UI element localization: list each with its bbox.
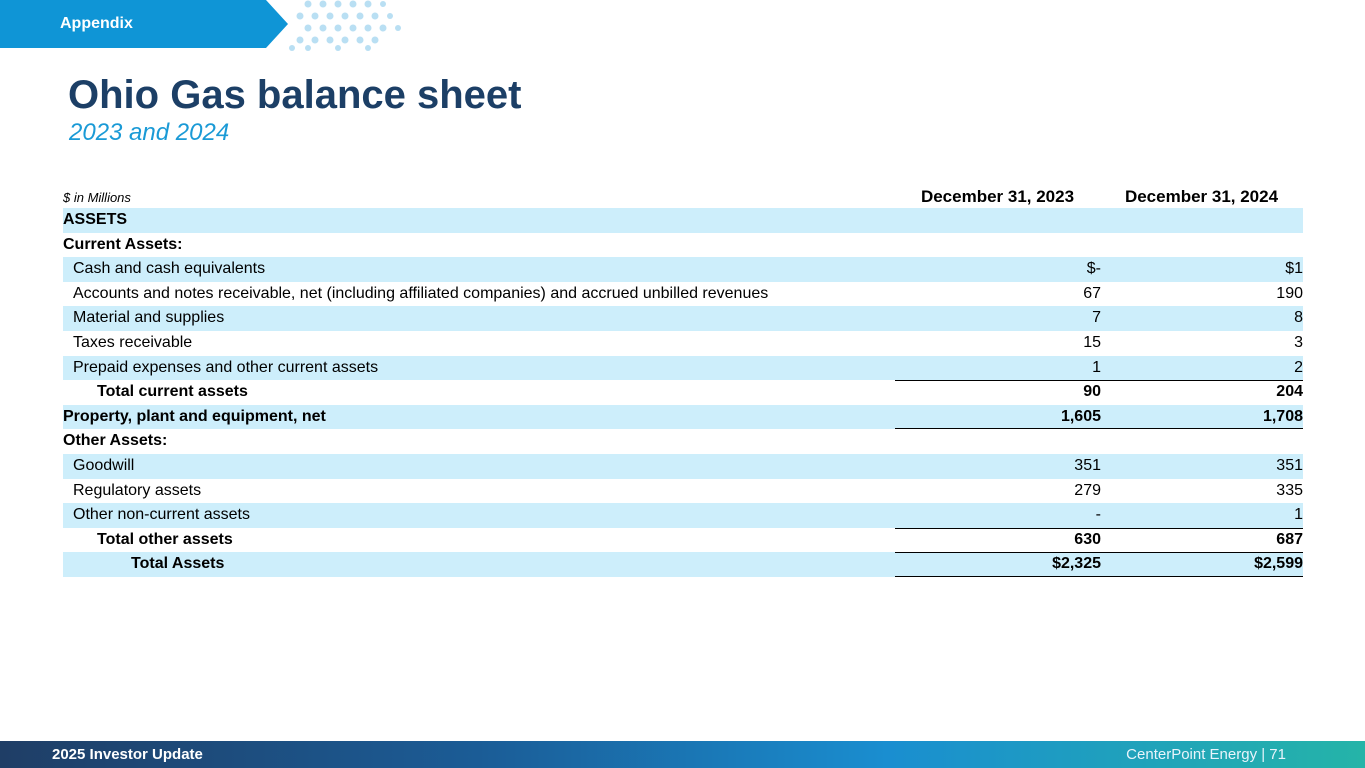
value-2024: 351 (1276, 456, 1303, 474)
section-tag: Appendix (0, 0, 288, 48)
table-row-subtotal: Total other assets 630 687 (63, 527, 1303, 553)
balance-sheet-table: $ in Millions December 31, 2023 December… (63, 184, 1303, 577)
table-row: Other non-current assets - 1 (63, 503, 1303, 528)
column-header-2024: December 31, 2024 (1124, 187, 1279, 206)
table-row-total: Total Assets $2,325 $2,599 (63, 552, 1303, 577)
row-label: Current Assets: (63, 235, 183, 253)
page-subtitle: 2023 and 2024 (69, 119, 230, 146)
row-label: Total current assets (97, 383, 248, 401)
value-2023: 67 (1083, 284, 1101, 302)
footer-event-label: 2025 Investor Update (52, 746, 203, 763)
table-row: Current Assets: (63, 233, 1303, 258)
section-tag-label: Appendix (60, 15, 133, 32)
value-2024: 8 (1294, 309, 1303, 327)
value-2023: 90 (1083, 383, 1101, 401)
table-row: Accounts and notes receivable, net (incl… (63, 282, 1303, 307)
value-2024: 204 (1276, 383, 1303, 401)
value-2023: 279 (1074, 481, 1101, 499)
value-2024: 335 (1276, 481, 1303, 499)
row-label: Other Assets: (63, 432, 168, 450)
row-label: Material and supplies (73, 309, 225, 327)
table-row: Goodwill 351 351 (63, 453, 1303, 479)
footer-page-label: CenterPoint Energy | 71 (1126, 746, 1286, 763)
table-row: Cash and cash equivalents $- $1 (63, 257, 1303, 282)
value-2023: 7 (1092, 309, 1101, 327)
column-header-2023: December 31, 2023 (920, 187, 1075, 206)
value-2024: 1,708 (1262, 407, 1303, 425)
value-2024: 2 (1294, 358, 1303, 376)
row-label: Accounts and notes receivable, net (incl… (73, 284, 769, 302)
page-title: Ohio Gas balance sheet (68, 73, 522, 117)
row-label: Taxes receivable (73, 333, 193, 351)
section-tag-shape (0, 0, 288, 48)
value-2024: $2,599 (1254, 555, 1303, 573)
value-2024: 190 (1276, 284, 1303, 302)
table-row: Regulatory assets 279 335 (63, 479, 1303, 504)
units-label: $ in Millions (63, 190, 131, 205)
row-label: ASSETS (63, 211, 128, 228)
table-row: Material and supplies 7 8 (63, 306, 1303, 331)
row-label: Other non-current assets (73, 506, 250, 524)
value-2023: $2,325 (1052, 555, 1101, 573)
row-label: Goodwill (73, 456, 135, 474)
row-label: Prepaid expenses and other current asset… (73, 358, 379, 376)
row-label: Regulatory assets (73, 481, 202, 499)
table-row: Other Assets: (63, 429, 1303, 454)
table-row-subtotal: Total current assets 90 204 (63, 380, 1303, 405)
decorative-dot-pattern (289, 0, 401, 51)
table-row: Taxes receivable 15 3 (63, 331, 1303, 356)
value-2024: 3 (1294, 333, 1303, 351)
row-label: Total other assets (97, 530, 233, 548)
row-label: Total Assets (131, 555, 225, 573)
value-2024: $1 (1285, 260, 1303, 278)
row-label: Property, plant and equipment, net (63, 407, 326, 425)
table-row: Property, plant and equipment, net 1,605… (63, 404, 1303, 430)
value-2023: 1 (1092, 358, 1101, 376)
value-2023: - (1095, 506, 1101, 524)
value-2023: 630 (1074, 530, 1101, 548)
table-row: Prepaid expenses and other current asset… (63, 355, 1303, 381)
value-2023: $- (1086, 260, 1101, 278)
footer-bar: 2025 Investor Update CenterPoint Energy … (0, 741, 1365, 768)
value-2023: 1,605 (1060, 407, 1101, 425)
value-2024: 1 (1294, 506, 1303, 524)
table-row: ASSETS (63, 208, 1303, 233)
value-2024: 687 (1276, 530, 1303, 548)
row-label: Cash and cash equivalents (73, 260, 266, 278)
value-2023: 351 (1074, 456, 1101, 474)
table-header: $ in Millions December 31, 2023 December… (63, 184, 1303, 209)
value-2023: 15 (1083, 333, 1101, 351)
